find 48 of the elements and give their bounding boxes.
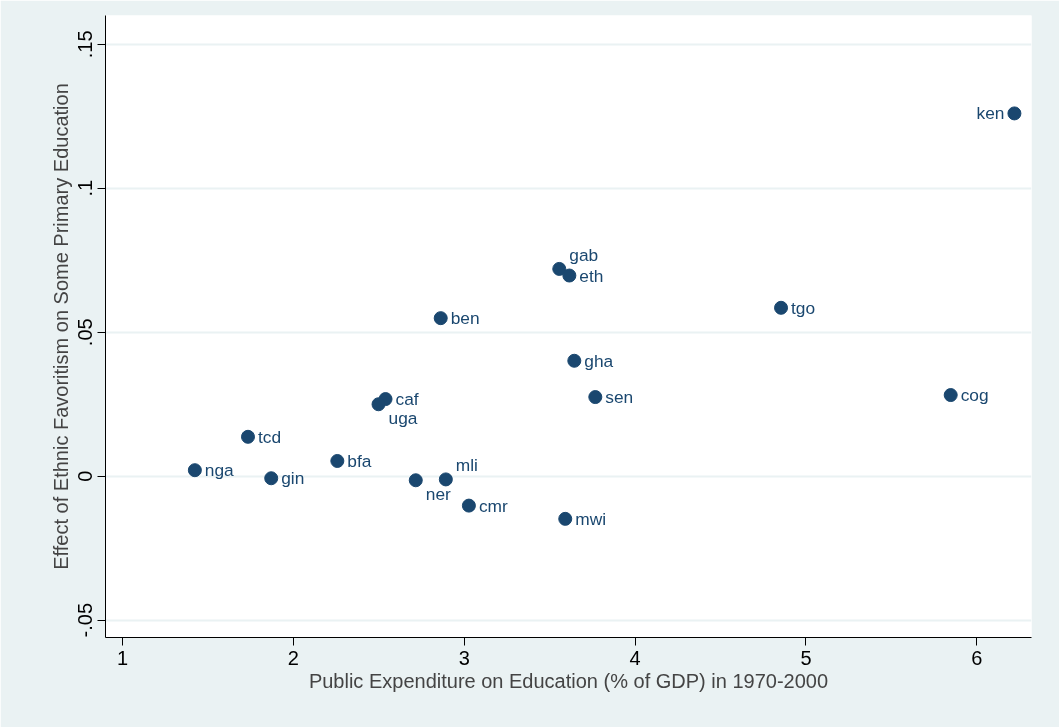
y-tick-label: 0	[74, 470, 97, 482]
point	[264, 471, 279, 486]
x-tick-label: 5	[800, 646, 812, 669]
x-tick-label: 2	[287, 646, 299, 669]
annotation: ben	[450, 308, 480, 329]
x-tick-label: 4	[629, 646, 641, 669]
annotation: caf	[395, 389, 419, 410]
point	[330, 453, 345, 468]
point	[774, 300, 789, 315]
annotation: mwi	[575, 508, 607, 529]
annotation: uga	[388, 408, 418, 429]
annotation: mli	[455, 455, 478, 476]
point	[552, 261, 567, 276]
annotation: bfa	[347, 450, 372, 471]
y-tick-label: .1	[74, 179, 97, 197]
annotation: ner	[425, 484, 452, 505]
y-axis-title: Effect of Ethnic Favoritism on Some Primary Education	[49, 83, 72, 570]
y-tick-label: .15	[74, 30, 97, 59]
x-tick-label: 6	[971, 646, 983, 669]
y-tick-label: .05	[74, 318, 97, 347]
annotation: tcd	[257, 426, 282, 447]
annotation: tgo	[791, 297, 816, 318]
point	[187, 463, 202, 478]
annotation: gin	[281, 468, 305, 489]
x-tick-label: 1	[117, 646, 129, 669]
annotation: sen	[605, 387, 634, 408]
y-tick-label: -.05	[74, 602, 97, 638]
annotation: ken	[976, 103, 1005, 124]
point	[567, 353, 582, 368]
point	[558, 511, 573, 526]
annotation: gha	[584, 350, 614, 371]
annotation: nga	[204, 460, 235, 481]
point	[433, 311, 448, 326]
annotation: cmr	[478, 495, 508, 516]
annotation: cog	[960, 385, 989, 406]
point	[461, 498, 476, 513]
x-tick-label: 3	[458, 646, 470, 669]
point	[371, 397, 386, 412]
point	[943, 388, 958, 403]
point	[438, 472, 453, 487]
point	[588, 390, 603, 405]
annotation: gab	[569, 244, 599, 265]
x-axis-title: Public Expenditure on Education (% of GDP) in 1970-2000	[308, 669, 829, 692]
point	[240, 429, 255, 444]
point	[408, 473, 423, 488]
point	[1007, 106, 1022, 121]
point	[562, 268, 577, 283]
annotation: eth	[579, 265, 604, 286]
